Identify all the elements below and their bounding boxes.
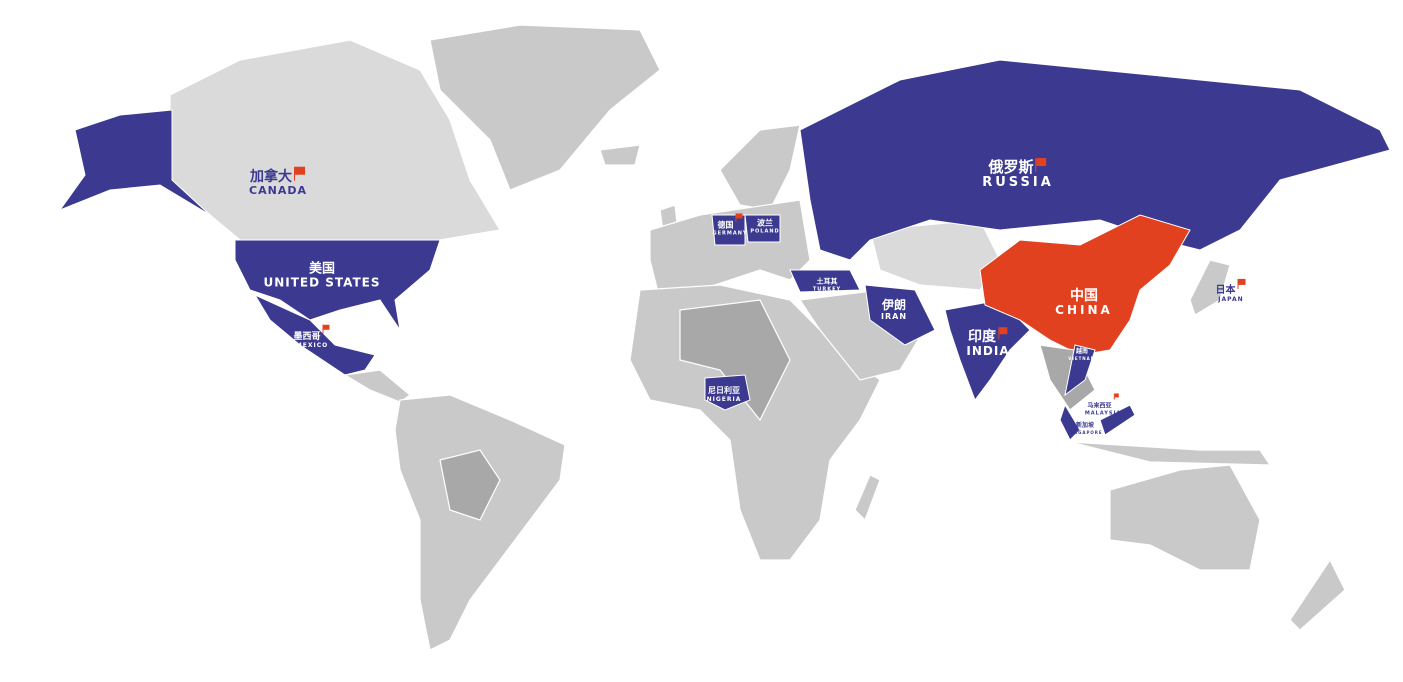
scandinavia bbox=[719, 124, 801, 211]
label-mexico: 墨西哥 MEXICO bbox=[293, 324, 331, 349]
label-vietnam: 越南 VIETNAM bbox=[1068, 348, 1096, 361]
malaysia-borneo bbox=[1099, 404, 1136, 436]
japan bbox=[1189, 259, 1231, 316]
label-poland: 波兰 POLAND bbox=[750, 218, 780, 235]
poland bbox=[744, 214, 781, 243]
flag-icon bbox=[1237, 278, 1247, 289]
label-usa: 美国 UNITED STATES bbox=[263, 261, 381, 290]
flag-icon bbox=[735, 213, 743, 222]
flag-icon bbox=[997, 327, 1008, 340]
madagascar bbox=[854, 474, 881, 522]
mexico bbox=[253, 293, 376, 376]
alaska bbox=[58, 109, 211, 216]
malaysia-peninsula bbox=[1059, 403, 1081, 441]
label-japan: 日本 JAPAN bbox=[1216, 278, 1247, 303]
label-nigeria: 尼日利亚 NIGERIA bbox=[706, 385, 742, 403]
label-russia: 俄罗斯 RUSSIA bbox=[982, 158, 1054, 190]
central-america bbox=[343, 369, 411, 403]
south-america bbox=[394, 394, 566, 651]
australia bbox=[1109, 464, 1261, 571]
germany bbox=[711, 214, 746, 246]
southeast-asia bbox=[1039, 344, 1096, 411]
label-singapore: 新加坡 SINGAPORE bbox=[1067, 422, 1103, 435]
label-turkey: 土耳其 TURKEY bbox=[812, 277, 842, 293]
turkey bbox=[789, 269, 861, 293]
label-malaysia: 马来西亚 MALAYSIA bbox=[1085, 393, 1121, 416]
iran bbox=[864, 284, 936, 346]
iceland bbox=[599, 144, 641, 166]
nigeria bbox=[704, 374, 751, 411]
flag-icon bbox=[293, 166, 306, 181]
china bbox=[979, 214, 1191, 356]
flag-icon bbox=[1113, 393, 1119, 400]
new-zealand bbox=[1289, 558, 1346, 631]
label-china: 中国 CHINA bbox=[1055, 288, 1113, 318]
label-canada: 加拿大 CANADA bbox=[249, 166, 307, 198]
indonesia bbox=[1069, 441, 1272, 466]
label-germany: 德国 GERMANY bbox=[712, 213, 747, 236]
flag-icon bbox=[1035, 158, 1048, 173]
russia bbox=[799, 59, 1391, 261]
south-america-interior bbox=[439, 449, 501, 521]
flag-icon bbox=[322, 324, 331, 334]
usa bbox=[234, 239, 441, 331]
label-india: 印度 INDIA bbox=[966, 327, 1010, 359]
greenland bbox=[429, 24, 661, 191]
africa-interior bbox=[679, 299, 791, 422]
label-iran: 伊朗 IRAN bbox=[880, 297, 908, 321]
vietnam bbox=[1064, 344, 1096, 397]
